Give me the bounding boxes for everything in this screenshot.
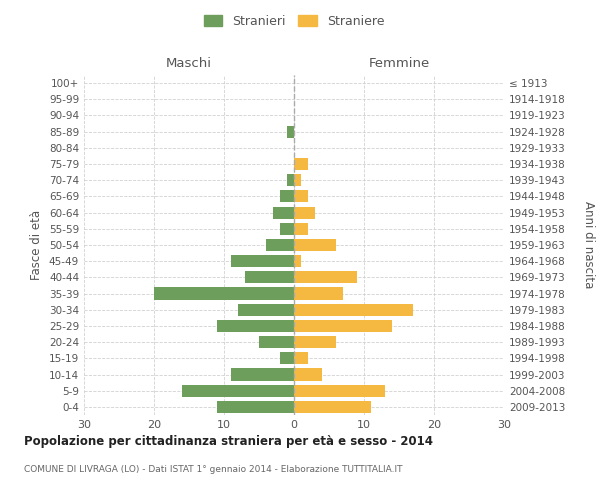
Bar	[294, 272, 357, 283]
Bar	[287, 126, 294, 138]
Bar	[294, 304, 413, 316]
Bar	[294, 174, 301, 186]
Bar	[294, 190, 308, 202]
Text: COMUNE DI LIVRAGA (LO) - Dati ISTAT 1° gennaio 2014 - Elaborazione TUTTITALIA.IT: COMUNE DI LIVRAGA (LO) - Dati ISTAT 1° g…	[24, 465, 403, 474]
Bar	[280, 222, 294, 235]
Bar	[245, 272, 294, 283]
Y-axis label: Fasce di età: Fasce di età	[31, 210, 43, 280]
Text: Femmine: Femmine	[368, 57, 430, 70]
Bar	[231, 368, 294, 380]
Bar	[231, 255, 294, 268]
Bar	[294, 336, 336, 348]
Bar	[294, 368, 322, 380]
Bar	[294, 206, 315, 218]
Bar	[294, 158, 308, 170]
Bar	[266, 239, 294, 251]
Bar	[294, 288, 343, 300]
Y-axis label: Anni di nascita: Anni di nascita	[582, 202, 595, 288]
Bar	[294, 239, 336, 251]
Bar	[154, 288, 294, 300]
Bar	[280, 190, 294, 202]
Bar	[238, 304, 294, 316]
Bar	[287, 174, 294, 186]
Text: Maschi: Maschi	[166, 57, 212, 70]
Bar	[294, 384, 385, 397]
Bar	[294, 222, 308, 235]
Bar	[217, 401, 294, 413]
Bar	[182, 384, 294, 397]
Bar	[280, 352, 294, 364]
Bar	[294, 255, 301, 268]
Bar	[294, 401, 371, 413]
Text: Popolazione per cittadinanza straniera per età e sesso - 2014: Popolazione per cittadinanza straniera p…	[24, 435, 433, 448]
Bar	[217, 320, 294, 332]
Bar	[294, 352, 308, 364]
Legend: Stranieri, Straniere: Stranieri, Straniere	[200, 11, 388, 32]
Bar	[259, 336, 294, 348]
Bar	[273, 206, 294, 218]
Bar	[294, 320, 392, 332]
